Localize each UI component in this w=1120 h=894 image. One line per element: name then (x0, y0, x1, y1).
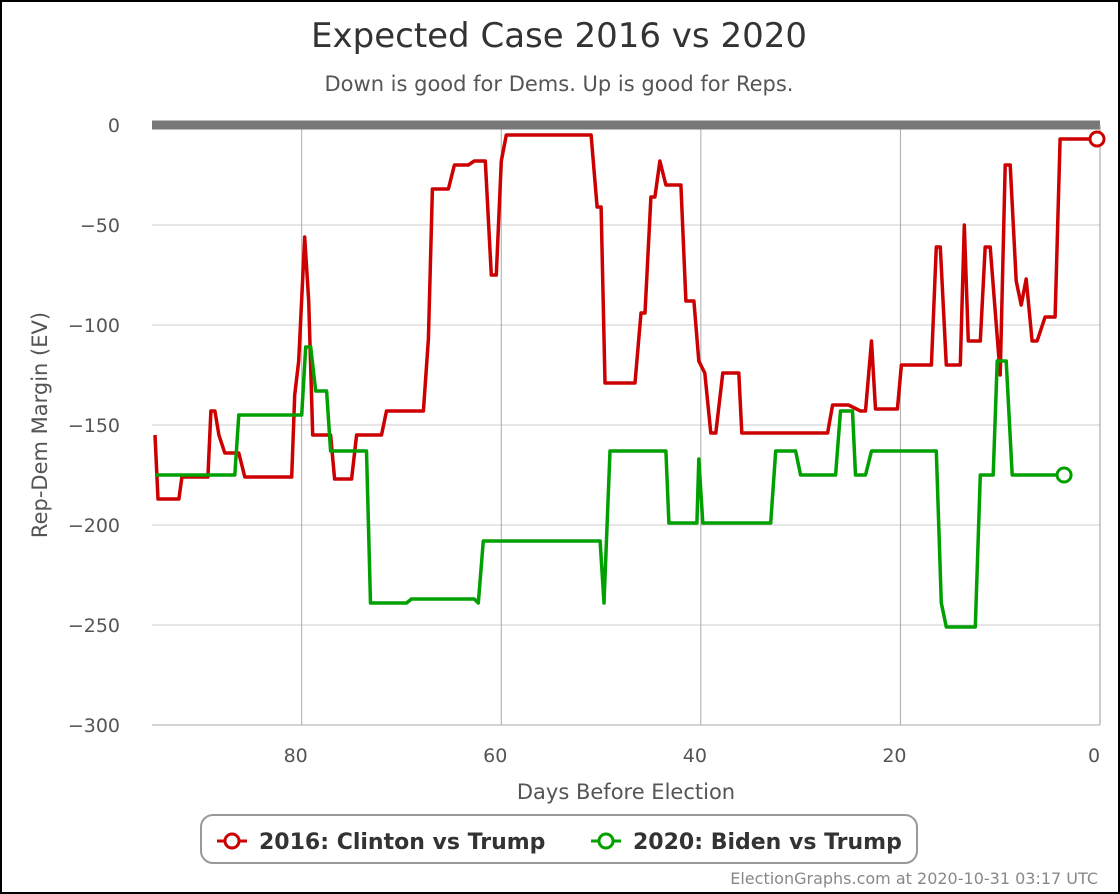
chart-title: Expected Case 2016 vs 2020 (311, 16, 807, 56)
series-lines (153, 130, 1106, 629)
series-end-marker-1 (1055, 466, 1073, 484)
x-axis-title: Days Before Election (517, 780, 735, 804)
x-tick-label: 60 (483, 745, 507, 767)
series-line-1 (155, 345, 1065, 629)
axes: 0 −50 −100 −150 −200 −250 −300 80 60 40 20 0 (68, 115, 1101, 767)
legend-label-2020: 2020: Biden vs Trump (633, 830, 902, 855)
y-tick-label: −300 (68, 715, 120, 737)
legend[interactable]: 2016: Clinton vs Trump 2020: Biden vs Tr… (200, 814, 918, 864)
x-tick-label: 40 (683, 745, 707, 767)
x-tick-label: 20 (882, 745, 906, 767)
y-tick-label: −200 (68, 515, 120, 537)
series-line-0 (153, 133, 1097, 501)
series-end-marker-0 (1088, 130, 1106, 148)
y-tick-label: −50 (80, 215, 120, 237)
y-axis-title: Rep-Dem Margin (EV) (28, 312, 52, 538)
legend-label-2016: 2016: Clinton vs Trump (259, 830, 545, 855)
y-tick-label: 0 (108, 115, 120, 137)
legend-marker-2016 (223, 832, 241, 850)
legend-box (200, 814, 918, 864)
credit-text: ElectionGraphs.com at 2020-10-31 03:17 U… (730, 869, 1098, 888)
legend-item-2020[interactable]: 2020: Biden vs Trump (591, 830, 902, 855)
legend-item-2016[interactable]: 2016: Clinton vs Trump (217, 830, 545, 855)
legend-marker-2020 (597, 832, 615, 850)
chart-subtitle: Down is good for Dems. Up is good for Re… (325, 72, 794, 96)
y-tick-label: −150 (68, 415, 120, 437)
y-tick-label: −100 (68, 315, 120, 337)
y-tick-label: −250 (68, 615, 120, 637)
x-tick-label: 80 (284, 745, 308, 767)
x-tick-label: 0 (1088, 745, 1100, 767)
